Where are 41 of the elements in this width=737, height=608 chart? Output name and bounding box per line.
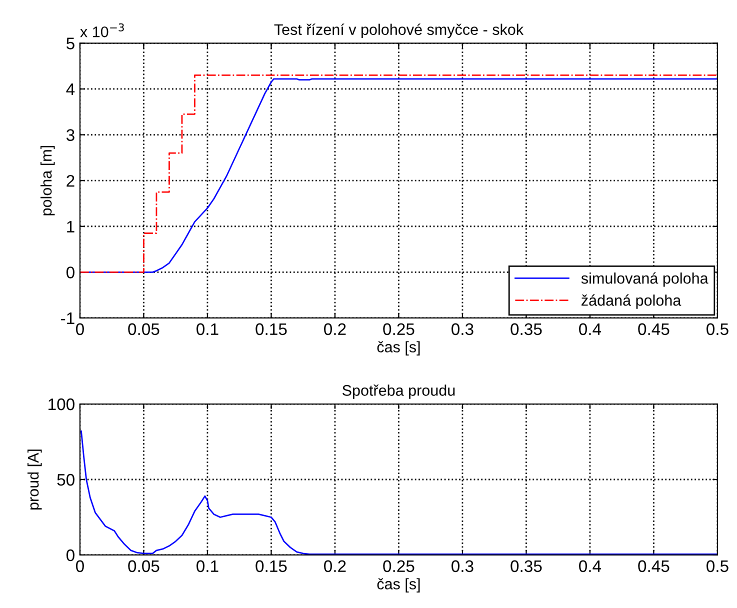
x-tick-label: 0.25 [383,560,414,572]
y-axis-title: proud [A] [28,450,42,510]
y-tick-label: 0 [66,549,74,562]
chart-title: Test řízení v polohové smyčce - skok [274,24,524,38]
x-tick-label: 0.35 [510,323,542,336]
y-tick-label: 4 [66,84,75,96]
x-tick-label: 0.5 [706,560,728,572]
x-tick-label: 0.35 [510,560,542,572]
x-tick-label: 0.25 [383,323,414,336]
legend-label: žádaná poloha [582,294,682,309]
x-tick-label: 0.45 [638,560,670,572]
x-tick-label: 0.4 [579,323,602,336]
x-tick-label: 0.3 [452,560,474,572]
chart-title: Spotřeba proudu [342,384,455,399]
x-axis-title: čas [s] [377,578,420,592]
y-tick-label: 50 [57,474,74,486]
x-tick-label: 0.3 [452,323,474,336]
x-tick-label: 0.45 [638,323,670,336]
x-tick-label: 0.2 [324,560,346,572]
y-tick-label: 1 [67,220,74,232]
x-tick-label: 0 [76,323,84,336]
x-tick-label: 0.4 [579,560,602,572]
y-axis-title: poloha [m] [40,146,55,216]
y-tick-label: 100 [48,398,74,410]
y-tick-label: 0 [66,266,74,278]
text: x 10$^{−3}$ [80,23,124,38]
y-tick-label: 3 [66,129,74,141]
x-tick-label: 0.05 [128,560,160,572]
x-tick-label: 0 [76,560,84,572]
x-tick-label: 0.5 [706,323,728,336]
x-tick-label: 0.05 [128,323,160,336]
y-tick-label: -1 [61,312,74,324]
x-tick-label: 0.15 [256,323,287,336]
x-tick-label: 0.2 [324,323,346,336]
x-tick-label: 0.15 [256,560,287,572]
x-tick-label: 0.1 [196,323,218,336]
x-axis-title: čas [s] [377,341,420,356]
y-tick-label: 2 [66,174,74,187]
y-tick-label: 5 [66,38,74,50]
legend-label: simulovaná poloha [581,272,708,287]
x-tick-label: 0.1 [196,560,218,572]
